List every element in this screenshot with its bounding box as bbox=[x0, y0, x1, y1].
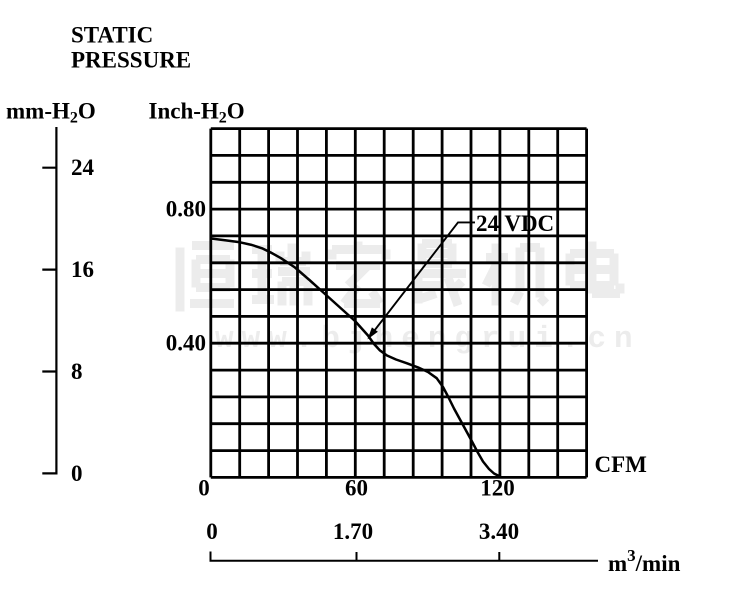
svg-text:0: 0 bbox=[71, 461, 83, 486]
svg-text:24 VDC: 24 VDC bbox=[476, 211, 554, 236]
svg-text:0.80: 0.80 bbox=[166, 197, 206, 222]
svg-text:60: 60 bbox=[345, 476, 368, 501]
svg-text:mm-H2O: mm-H2O bbox=[6, 99, 96, 127]
svg-text:PRESSURE: PRESSURE bbox=[71, 48, 191, 73]
svg-text:m3/min: m3/min bbox=[608, 546, 681, 576]
svg-text:www.bjhengrui.cn: www.bjhengrui.cn bbox=[215, 322, 641, 357]
svg-text:STATIC: STATIC bbox=[71, 23, 153, 48]
svg-text:0.40: 0.40 bbox=[166, 331, 206, 356]
svg-text:0: 0 bbox=[206, 519, 218, 544]
svg-text:Inch-H2O: Inch-H2O bbox=[149, 99, 245, 127]
svg-text:1.70: 1.70 bbox=[333, 519, 373, 544]
svg-text:24: 24 bbox=[71, 155, 95, 180]
svg-text:120: 120 bbox=[480, 476, 515, 501]
svg-text:3.40: 3.40 bbox=[479, 519, 519, 544]
svg-text:0: 0 bbox=[198, 476, 210, 501]
svg-text:16: 16 bbox=[71, 257, 94, 282]
svg-text:8: 8 bbox=[71, 359, 83, 384]
svg-text:CFM: CFM bbox=[595, 452, 648, 477]
